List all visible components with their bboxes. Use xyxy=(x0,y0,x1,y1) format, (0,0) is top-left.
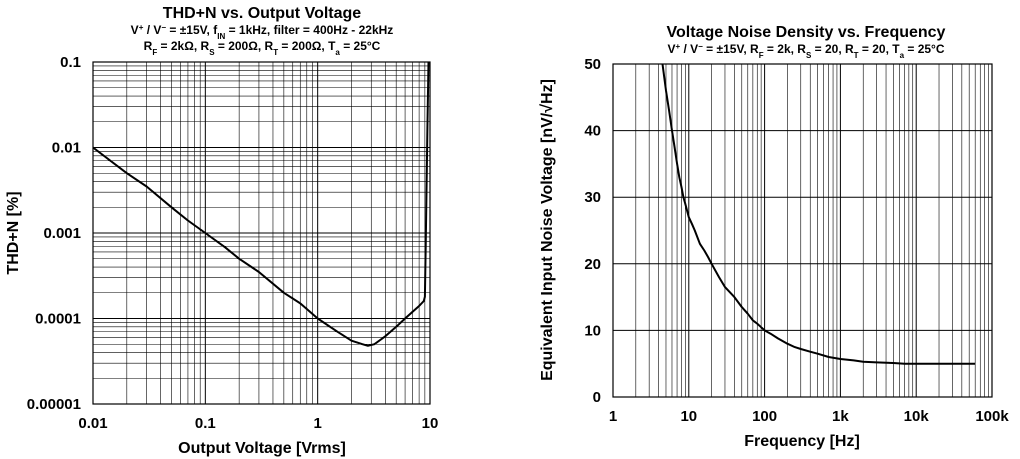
subtitle-segment: a xyxy=(900,51,905,60)
x-tick-label: 0.01 xyxy=(78,415,107,432)
noise-chart-title: Voltage Noise Density vs. Frequency xyxy=(667,24,946,41)
x-tick-label: 10 xyxy=(680,408,697,425)
subtitle-segment: + xyxy=(139,23,144,32)
subtitle-segment: S xyxy=(209,48,215,57)
thd-chart-subtitle-line2: RF = 2kΩ, RS = 200Ω, RT = 200Ω, Ta = 25°… xyxy=(144,39,381,57)
y-tick-label: 0.00001 xyxy=(27,396,81,413)
noise-chart-y-axis-label: Equivalent Input Noise Voltage [nV/√Hz] xyxy=(539,79,556,381)
subtitle-segment: = 200Ω, R xyxy=(215,39,274,53)
subtitle-segment: V xyxy=(131,23,139,37)
subtitle-segment: + xyxy=(675,42,680,51)
x-tick-label: 10 xyxy=(422,415,439,432)
subtitle-segment: / V xyxy=(680,42,698,56)
noise-chart-x-axis-label: Frequency [Hz] xyxy=(744,433,860,450)
noise-chart-subtitle-line1: V+ / V− = ±15V, RF = 2k, RS = 20, RT = 2… xyxy=(667,42,944,60)
subtitle-segment: = 2k, R xyxy=(764,42,807,56)
y-tick-label: 10 xyxy=(584,322,601,339)
subtitle-segment: = ±15V, f xyxy=(166,23,218,37)
x-tick-label: 10k xyxy=(904,408,930,425)
subtitle-segment: T xyxy=(854,51,859,60)
noise-chart: Voltage Noise Density vs. Frequency V+ /… xyxy=(539,24,1009,450)
thd-chart-x-ticks: 0.01 0.1 1 10 xyxy=(78,415,438,432)
subtitle-segment: = 2kΩ, R xyxy=(157,39,209,53)
x-tick-label: 1k xyxy=(832,408,849,425)
noise-chart-x-ticks: 1 10 100 1k 10k 100k xyxy=(609,408,1010,425)
subtitle-segment: = 1kHz, filter = 400Hz - 22kHz xyxy=(225,23,393,37)
subtitle-segment: R xyxy=(144,39,153,53)
subtitle-segment: F xyxy=(759,51,764,60)
y-tick-label: 20 xyxy=(584,256,601,273)
x-tick-label: 100k xyxy=(975,408,1009,425)
subtitle-segment: = 25°C xyxy=(904,42,945,56)
x-tick-label: 100 xyxy=(752,408,777,425)
thd-chart-subtitle-line1: V+ / V− = ±15V, fIN = 1kHz, filter = 400… xyxy=(131,23,394,41)
subtitle-segment: S xyxy=(806,51,812,60)
noise-chart-y-ticks: 0 10 20 30 40 50 xyxy=(584,56,601,406)
x-tick-label: 1 xyxy=(609,408,617,425)
y-tick-label: 30 xyxy=(584,189,601,206)
thd-chart-x-axis-label: Output Voltage [Vrms] xyxy=(178,440,346,457)
x-tick-label: 0.1 xyxy=(195,415,216,432)
subtitle-segment: = 25°C xyxy=(340,39,381,53)
subtitle-segment: = 20, T xyxy=(859,42,901,56)
thd-chart-y-ticks: 0.00001 0.0001 0.001 0.01 0.1 xyxy=(27,54,81,413)
thd-chart: THD+N vs. Output Voltage V+ / V− = ±15V,… xyxy=(5,5,438,457)
y-tick-label: 40 xyxy=(584,123,601,140)
thd-chart-y-axis-label: THD+N [%] xyxy=(5,191,22,274)
subtitle-segment: = 200Ω, T xyxy=(278,39,336,53)
noise-chart-plot-area xyxy=(612,63,993,398)
thd-chart-title: THD+N vs. Output Voltage xyxy=(163,5,361,22)
subtitle-segment: V xyxy=(667,42,675,56)
thd-chart-grid xyxy=(92,62,430,405)
y-tick-label: 0.0001 xyxy=(35,311,81,328)
subtitle-segment: = 20, R xyxy=(811,42,854,56)
y-tick-label: 50 xyxy=(584,56,601,73)
subtitle-segment: / V xyxy=(143,23,161,37)
y-tick-label: 0.001 xyxy=(43,225,81,242)
subtitle-segment: T xyxy=(273,48,278,57)
thd-chart-series-line xyxy=(92,61,430,347)
thd-chart-plot-area xyxy=(92,61,431,405)
subtitle-segment: a xyxy=(335,48,340,57)
subtitle-segment: − xyxy=(161,23,166,32)
y-tick-label: 0.01 xyxy=(52,140,81,157)
subtitle-segment: = ±15V, R xyxy=(703,42,759,56)
y-tick-label: 0 xyxy=(593,389,601,406)
noise-chart-series-line xyxy=(661,63,976,365)
y-tick-label: 0.1 xyxy=(60,54,81,71)
x-tick-label: 1 xyxy=(313,415,321,432)
subtitle-segment: F xyxy=(152,48,157,57)
subtitle-segment: IN xyxy=(217,32,225,41)
subtitle-segment: − xyxy=(698,42,703,51)
